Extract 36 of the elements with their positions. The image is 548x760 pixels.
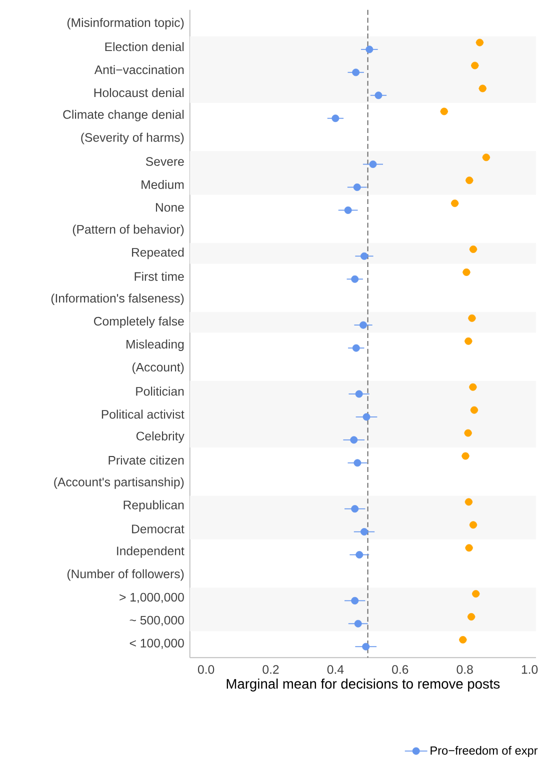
y-tick-label: (Misinformation topic): [68, 18, 184, 30]
x-tick-label: 1.0: [522, 665, 538, 674]
y-tick-label: < 100,000: [130, 638, 184, 649]
x-tick-label: 0.2: [262, 665, 279, 674]
y-tick-label: Completely false: [94, 316, 184, 328]
y-tick-label: Holocaust denial: [94, 88, 184, 98]
y-tick-label: (Account's partisanship): [54, 477, 184, 489]
y-tick-label: (Severity of harms): [81, 132, 184, 144]
y-tick-label: Medium: [142, 180, 184, 189]
y-tick-label: > 1,000,000: [120, 592, 184, 604]
y-tick-label: (Information's falseness): [51, 294, 184, 306]
x-tick-label: 0.8: [456, 665, 473, 674]
y-tick-label: (Number of followers): [68, 569, 184, 581]
y-tick-label: ~ 500,000: [130, 616, 184, 626]
y-tick-label: Republican: [124, 500, 184, 512]
x-axis-title: Marginal mean for decisions to remove posts: [226, 678, 500, 692]
x-tick-label: 0.6: [392, 665, 408, 674]
y-tick-label: Anti−vaccination: [94, 65, 184, 74]
y-tick-label: Political activist: [102, 410, 184, 419]
y-tick-label: First time: [134, 272, 184, 281]
y-tick-label: Misleading: [126, 340, 184, 351]
y-tick-label: (Account): [132, 362, 184, 374]
y-tick-label: Election denial: [105, 42, 184, 52]
legend-label: Pro−freedom of expr: [430, 746, 538, 758]
x-tick-label: 0.0: [198, 665, 214, 674]
y-tick-label: Democrat: [132, 524, 184, 534]
x-tick-label: 0.4: [327, 665, 344, 674]
y-tick-label: None: [156, 203, 184, 212]
y-tick-label: Private citizen: [108, 456, 184, 465]
y-tick-label: Politician: [136, 386, 184, 396]
y-tick-label: Celebrity: [136, 431, 184, 443]
y-tick-label: (Pattern of behavior): [72, 224, 184, 236]
y-tick-label: Independent: [117, 546, 184, 558]
y-tick-label: Repeated: [132, 248, 184, 260]
y-tick-label: Severe: [146, 157, 184, 166]
y-tick-label: Climate change denial: [63, 110, 184, 122]
